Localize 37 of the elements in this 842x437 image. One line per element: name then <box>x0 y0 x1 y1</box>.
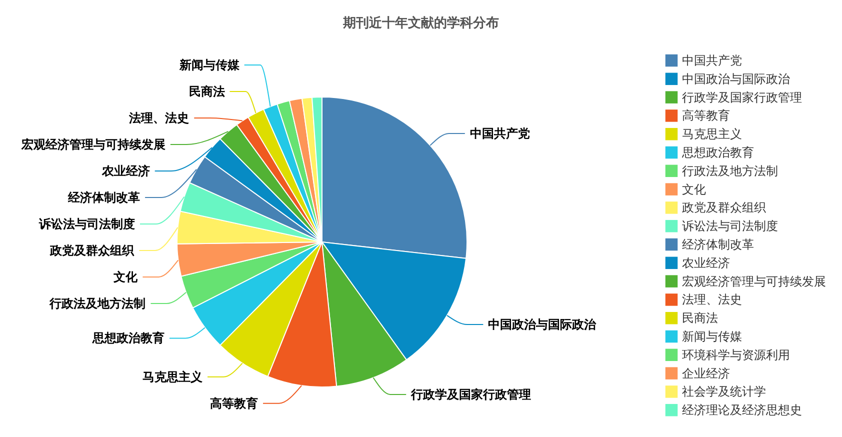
legend-label: 环境科学与资源利用 <box>682 348 790 362</box>
slice-label: 思想政治教育 <box>92 331 165 346</box>
legend-label: 马克思主义 <box>682 127 742 142</box>
legend-label: 文化 <box>682 182 706 196</box>
legend-label: 行政法及地方法制 <box>682 164 778 178</box>
slice-label: 政党及群众组织 <box>49 244 136 258</box>
slice-label: 诉讼法与司法制度 <box>38 217 135 231</box>
slice-label: 文化 <box>112 270 139 284</box>
legend-label: 思想政治教育 <box>681 146 754 160</box>
legend-label: 农业经济 <box>682 256 730 270</box>
slice-label: 法理、法史 <box>128 111 190 125</box>
legend-label: 行政学及国家行政管理 <box>682 90 802 104</box>
slice-label: 经济体制改革 <box>67 190 140 204</box>
legend-label: 中国政治与国际政治 <box>682 72 790 86</box>
legend-label: 高等教育 <box>682 108 730 123</box>
legend-label: 政党及群众组织 <box>682 200 766 215</box>
slice-label: 中国政治与国际政治 <box>488 318 598 332</box>
legend-label: 法理、法史 <box>682 292 742 307</box>
legend-label: 宏观经济管理与可持续发展 <box>682 274 826 288</box>
chart-title: 期刊近十年文献的学科分布 <box>342 15 499 31</box>
slice-label: 农业经济 <box>100 164 150 178</box>
slice-label: 新闻与传媒 <box>178 58 240 72</box>
legend-label: 经济体制改革 <box>682 238 754 252</box>
legend-label: 经济理论及经济思想史 <box>682 403 802 418</box>
legend-label: 诉讼法与司法制度 <box>682 219 778 234</box>
legend-label: 社会学及统计学 <box>682 384 766 399</box>
legend-label: 中国共产党 <box>682 54 742 68</box>
legend-label: 民商法 <box>682 311 718 326</box>
slice-label: 高等教育 <box>210 396 258 410</box>
legend-label: 新闻与传媒 <box>682 330 742 344</box>
legend-label: 企业经济 <box>682 366 730 380</box>
slice-label: 民商法 <box>188 84 225 98</box>
slice-label: 行政法及地方法制 <box>48 296 146 310</box>
slice-label: 行政学及国家行政管理 <box>410 387 532 402</box>
slice-label: 中国共产党 <box>470 126 530 140</box>
slice-label: 马克思主义 <box>142 370 204 384</box>
slice-label: 宏观经济管理与可持续发展 <box>20 138 166 152</box>
